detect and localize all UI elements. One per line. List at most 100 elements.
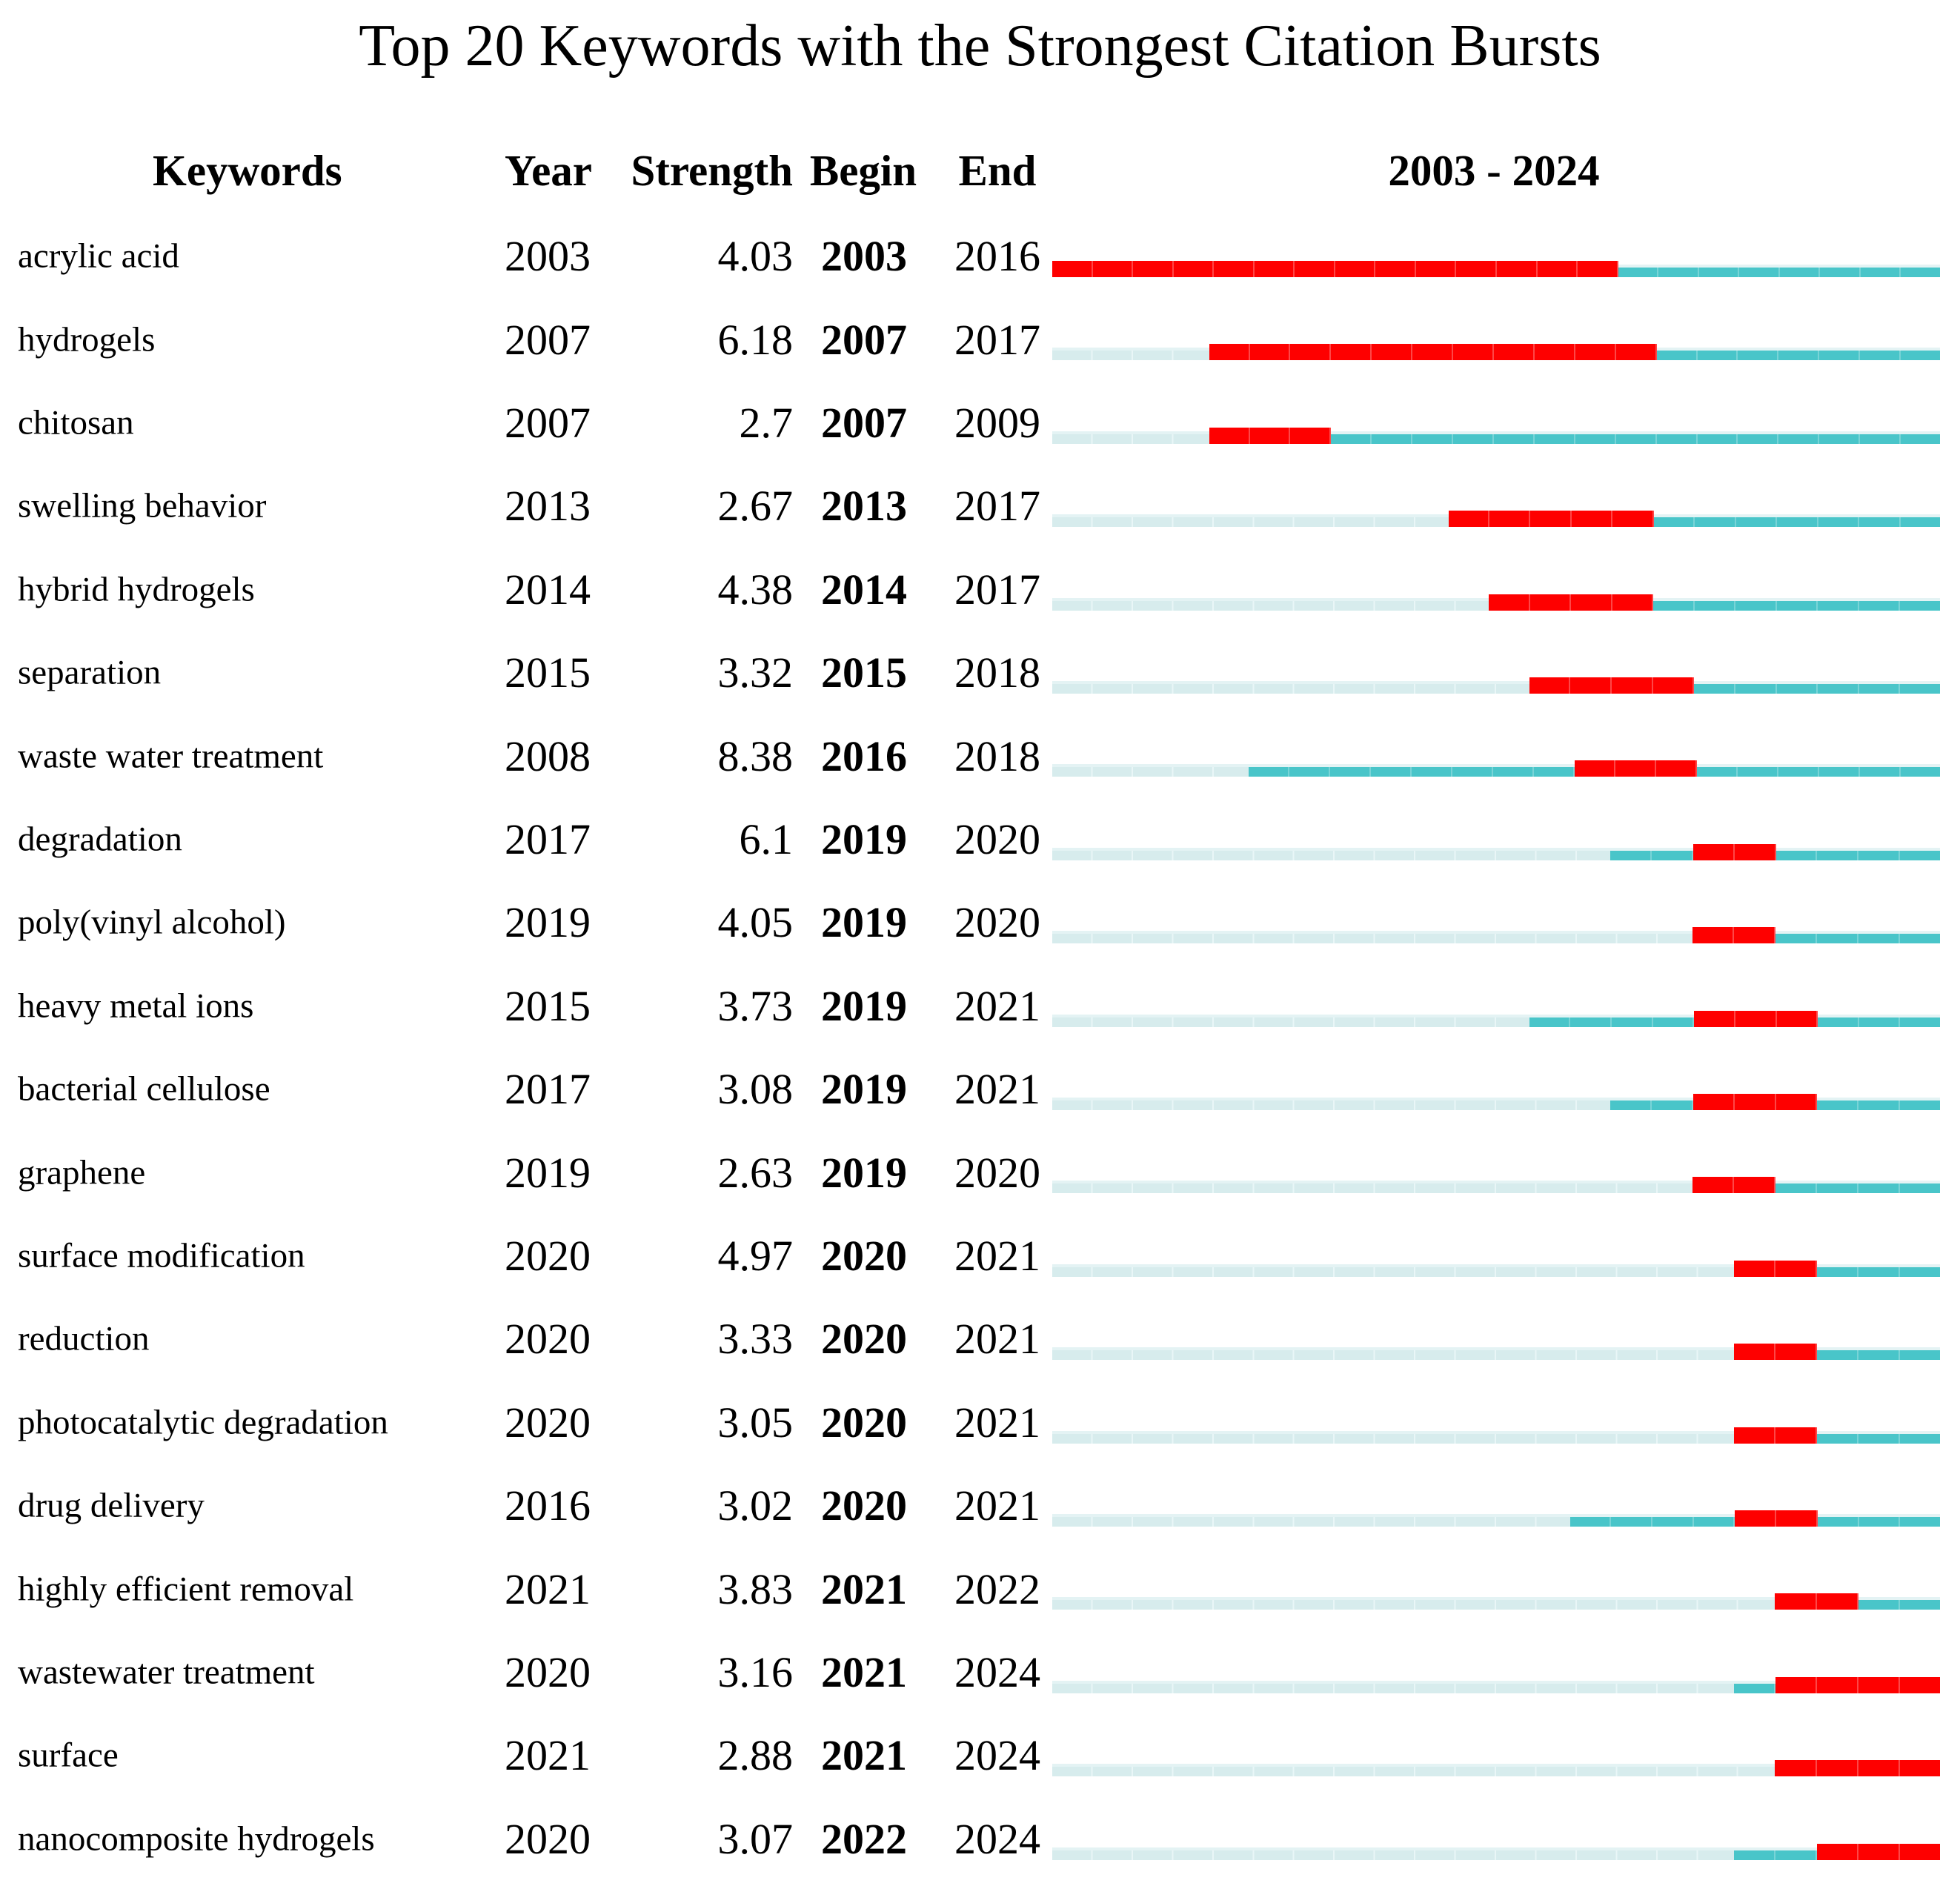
year-segment-2012-pale xyxy=(1411,1514,1451,1527)
year-segment-2020-teal xyxy=(1733,1850,1775,1860)
year-segment-2013-pale xyxy=(1451,1098,1491,1110)
year-segment-2003-pale xyxy=(1052,598,1092,611)
year-segment-2019-teal xyxy=(1697,434,1738,444)
year-segment-2004-red xyxy=(1092,261,1134,277)
year-segment-2019-pale xyxy=(1695,1597,1735,1610)
year-segment-2014-red xyxy=(1489,511,1531,528)
burst-timeline-bar xyxy=(1052,261,1941,277)
year-segment-2008-red xyxy=(1249,344,1291,361)
year-segment-2009-pale xyxy=(1291,1514,1331,1527)
year-segment-2006-pale xyxy=(1171,514,1210,527)
year-segment-2019-pale xyxy=(1694,1681,1734,1693)
year-segment-2016-pale xyxy=(1572,1181,1612,1193)
keyword-cell: hydrogels xyxy=(18,320,156,359)
year-segment-2022-red xyxy=(1816,1843,1858,1860)
year-segment-2005-pale xyxy=(1131,764,1170,777)
year-segment-2024-teal xyxy=(1901,767,1940,777)
year-segment-2024-teal xyxy=(1899,1266,1941,1277)
keyword-cell: highly efficient removal xyxy=(18,1570,354,1609)
year-segment-2023-teal xyxy=(1860,268,1901,277)
year-segment-2007-red xyxy=(1214,261,1255,277)
year-segment-2009-pale xyxy=(1290,598,1330,611)
keyword-cell: surface xyxy=(18,1736,119,1775)
year-segment-2021-red xyxy=(1776,1510,1818,1527)
year-segment-2018-teal xyxy=(1652,1100,1693,1110)
year-segment-2013-teal xyxy=(1453,434,1494,444)
end-cell: 2021 xyxy=(954,1398,1040,1447)
year-segment-2013-pale xyxy=(1453,1264,1493,1277)
year-segment-2007-red xyxy=(1209,427,1250,444)
year-segment-2024-teal xyxy=(1900,600,1941,611)
keyword-cell: graphene xyxy=(18,1153,146,1192)
year-cell: 2017 xyxy=(505,814,591,863)
begin-cell: 2020 xyxy=(821,1315,907,1364)
begin-cell: 2013 xyxy=(821,482,907,531)
year-segment-2009-pale xyxy=(1293,1431,1333,1444)
year-segment-2003-pale xyxy=(1052,1681,1092,1693)
year-segment-2011-red xyxy=(1372,344,1413,361)
year-segment-2019-teal xyxy=(1695,517,1736,528)
year-segment-2023-teal xyxy=(1858,1100,1901,1110)
year-segment-2003-pale xyxy=(1052,1597,1092,1610)
year-cell: 2007 xyxy=(505,398,591,447)
year-segment-2007-pale xyxy=(1212,1264,1252,1277)
year-segment-2016-pale xyxy=(1573,1264,1613,1277)
year-cell: 2017 xyxy=(505,1065,591,1114)
year-cell: 2007 xyxy=(505,315,591,364)
keyword-cell: chitosan xyxy=(18,403,134,442)
table-row: graphene 2019 2.63 2019 2020 xyxy=(0,1131,1960,1214)
year-segment-2013-pale xyxy=(1452,931,1492,943)
year-segment-2007-red xyxy=(1209,344,1250,361)
year-segment-2007-pale xyxy=(1212,1514,1252,1527)
year-segment-2007-pale xyxy=(1212,1347,1252,1360)
year-segment-2010-teal xyxy=(1331,434,1372,444)
begin-cell: 2021 xyxy=(821,1731,907,1780)
table-row: highly efficient removal 2021 3.83 2021 2022 xyxy=(0,1547,1960,1630)
year-segment-2024-teal xyxy=(1899,1433,1941,1444)
end-cell: 2021 xyxy=(954,1315,1040,1364)
year-segment-2023-teal xyxy=(1860,351,1901,361)
year-segment-2006-pale xyxy=(1170,764,1209,777)
begin-cell: 2021 xyxy=(821,1647,907,1696)
table-row: separation 2015 3.32 2015 2018 xyxy=(0,631,1960,714)
year-segment-2013-pale xyxy=(1453,1681,1493,1693)
year-segment-2005-pale xyxy=(1132,1431,1172,1444)
year-segment-2018-teal xyxy=(1652,1517,1694,1527)
year-segment-2023-teal xyxy=(1858,850,1901,860)
year-segment-2003-pale xyxy=(1052,1264,1092,1277)
year-segment-2011-pale xyxy=(1372,848,1412,860)
year-segment-2007-pale xyxy=(1212,681,1252,694)
year-segment-2013-pale xyxy=(1454,1597,1494,1610)
year-segment-2016-red xyxy=(1571,594,1612,611)
end-cell: 2020 xyxy=(954,814,1040,863)
strength-cell: 3.33 xyxy=(717,1315,794,1364)
year-segment-2010-pale xyxy=(1332,931,1372,943)
year-segment-2010-pale xyxy=(1330,1015,1370,1027)
year-segment-2007-pale xyxy=(1213,1764,1253,1776)
year-segment-2004-pale xyxy=(1092,1098,1132,1110)
year-segment-2015-pale xyxy=(1531,848,1571,860)
burst-timeline-bar xyxy=(1052,760,1940,777)
year-segment-2009-pale xyxy=(1292,848,1332,860)
year-segment-2014-red xyxy=(1493,344,1535,361)
year-segment-2005-red xyxy=(1133,261,1174,277)
year-segment-2004-pale xyxy=(1092,1431,1132,1444)
year-segment-2014-red xyxy=(1497,261,1538,277)
keyword-cell: heavy metal ions xyxy=(18,986,254,1026)
year-segment-2007-pale xyxy=(1211,598,1251,611)
year-segment-2020-teal xyxy=(1738,767,1778,777)
year-segment-2011-pale xyxy=(1369,514,1409,527)
year-segment-2023-teal xyxy=(1858,1600,1900,1610)
year-cell: 2019 xyxy=(505,1148,591,1197)
year-segment-2010-pale xyxy=(1333,1347,1373,1360)
year-segment-2011-pale xyxy=(1372,1098,1412,1110)
year-segment-2020-teal xyxy=(1735,684,1777,694)
year-segment-2005-pale xyxy=(1132,1847,1172,1860)
year-segment-2016-pale xyxy=(1573,1347,1613,1360)
year-segment-2006-pale xyxy=(1172,1015,1212,1027)
year-segment-2020-red xyxy=(1733,1344,1775,1361)
end-cell: 2024 xyxy=(954,1814,1040,1863)
year-segment-2008-pale xyxy=(1252,931,1292,943)
year-segment-2020-teal xyxy=(1735,517,1778,528)
